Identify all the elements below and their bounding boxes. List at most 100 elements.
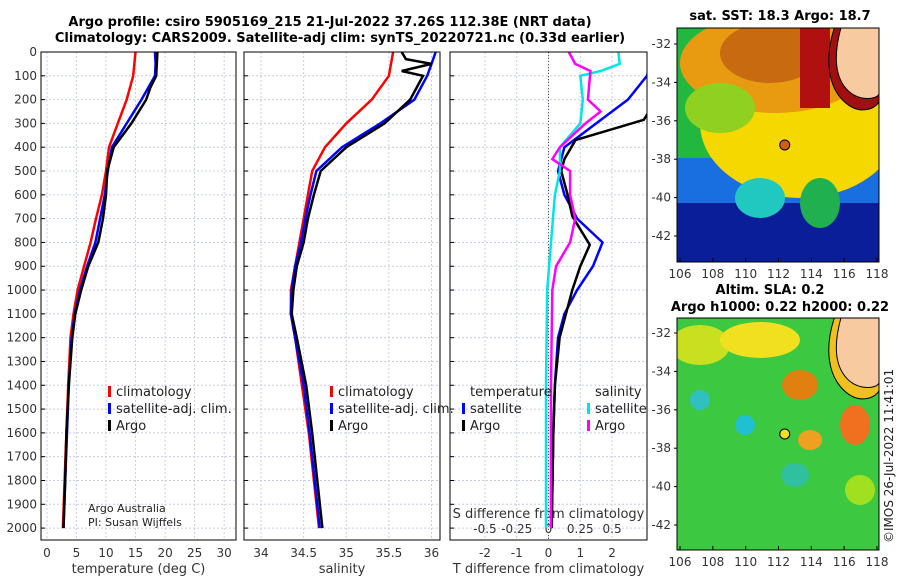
profile-panel-3: -2 -1 0 1 2 -0.5 -0.25 0 0.25 0.5S difference fro… [449, 51, 648, 577]
lat-tick-label: -34 [651, 364, 671, 378]
legend-label: climatology [338, 385, 414, 400]
legend-swatch [108, 386, 111, 397]
legend-label: Argo [116, 419, 146, 434]
x2-tick-label: -0.5 [473, 522, 496, 536]
legend-label: satellite [595, 402, 647, 417]
x2-tick-label: 0.5 [603, 522, 622, 536]
legend-swatch [462, 420, 465, 431]
series-line-argo [290, 52, 432, 529]
x-tick-label: 5 [73, 546, 81, 560]
lon-tick-label: 106 [669, 267, 692, 281]
y-tick-label: 300 [14, 116, 37, 130]
y-tick-label: 2000 [6, 521, 37, 535]
lon-tick-label: 114 [800, 555, 823, 569]
lat-tick-label: -42 [651, 518, 671, 532]
lat-tick-label: -36 [651, 403, 671, 417]
argo-float-marker [779, 428, 791, 440]
x-tick-label: -2 [479, 546, 491, 560]
x2-tick-label: 0.25 [567, 522, 594, 536]
y-tick-label: 1500 [6, 402, 37, 416]
y-tick-label: 1300 [6, 354, 37, 368]
x-tick-label: 35 [339, 546, 354, 560]
lat-tick-label: -40 [651, 191, 671, 205]
x-tick-label: 0 [545, 546, 553, 560]
legend-label: climatology [116, 385, 192, 400]
series-line-argo [62, 52, 159, 529]
series-line-satellite-adj-clim- [289, 52, 437, 529]
lon-tick-label: 114 [800, 267, 823, 281]
lon-tick-label: 112 [767, 555, 790, 569]
argo-float-marker [779, 139, 791, 151]
y-tick-label: 1600 [6, 426, 37, 440]
y-tick-label: 1100 [6, 307, 37, 321]
series-line-climatology [289, 52, 395, 529]
x2-tick-label: 0 [545, 522, 553, 536]
legend-title-salinity: salinity [595, 385, 642, 400]
x2-axis-label: S difference from climatology [453, 507, 645, 522]
y-tick-label: 800 [14, 235, 37, 249]
axes-frame [449, 51, 648, 541]
title-line-1: Argo profile: csiro 5905169_215 21-Jul-2… [68, 15, 592, 30]
x-tick-label: 2 [608, 546, 616, 560]
profile-panel-2: 34 34.5 35 35.5 36 salinity climatology satelli… [243, 51, 454, 577]
x-tick-label: 34 [253, 546, 268, 560]
x-tick-label: 34.5 [290, 546, 317, 560]
legend-swatch [108, 420, 111, 431]
x-axis-label: T difference from climatology [452, 562, 645, 577]
lat-tick-label: -38 [651, 441, 671, 455]
y-tick-label: 100 [14, 69, 37, 83]
axes-frame [40, 51, 237, 541]
x-tick-label: 36 [424, 546, 439, 560]
lon-tick-label: 118 [866, 267, 889, 281]
title-line-2: Climatology: CARS2009. Satellite-adj cli… [54, 31, 626, 46]
x2-tick-label: -0.25 [501, 522, 532, 536]
y-tick-label: 1200 [6, 331, 37, 345]
lon-tick-label: 106 [669, 555, 692, 569]
y-tick-label: 600 [14, 188, 37, 202]
lat-tick-label: -32 [651, 326, 671, 340]
y-tick-label: 700 [14, 212, 37, 226]
legend-swatch [330, 420, 333, 431]
x-tick-label: 25 [187, 546, 202, 560]
legend-swatch [108, 403, 111, 414]
pi-text: PI: Susan Wijffels [88, 516, 182, 529]
x-tick-label: 1 [576, 546, 584, 560]
y-tick-label: 1800 [6, 473, 37, 487]
sst-map: 106 108 110 112 114 116 118 -32 -34 -36 -38 -40 -42 [651, 27, 889, 281]
land-australia [835, 28, 879, 99]
legend-title-temperature: temperature [470, 385, 552, 400]
lon-tick-label: 112 [767, 267, 790, 281]
y-tick-label: 1900 [6, 497, 37, 511]
lat-tick-label: -32 [651, 37, 671, 51]
y-tick-label: 0 [29, 45, 37, 59]
legend-swatch [330, 386, 333, 397]
y-tick-label: 1000 [6, 283, 37, 297]
sst-title: sat. SST: 18.3 Argo: 18.7 [689, 9, 871, 24]
lon-tick-label: 116 [833, 555, 856, 569]
legend-label: Argo [595, 419, 625, 434]
lon-tick-label: 110 [734, 267, 757, 281]
y-tick-label: 400 [14, 140, 37, 154]
series-line-t-argo [550, 112, 647, 529]
axes-frame [243, 51, 441, 541]
credit-text: Argo Australia [88, 502, 166, 515]
x-tick-label: 10 [98, 546, 113, 560]
lon-tick-label: 116 [833, 267, 856, 281]
legend-label: Argo [470, 419, 500, 434]
series-line-s-argo [549, 52, 603, 529]
sla-map: 106 108 110 112 114 116 118 -32 -34 -36 -38 -40 -42 [651, 317, 888, 569]
legend-label: Argo [338, 419, 368, 434]
sla-field [677, 318, 879, 550]
legend-swatch [330, 403, 333, 414]
profile-panel-1: 0100200300400500600700800900100011001200… [6, 45, 237, 577]
x-tick-label: 0 [43, 546, 51, 560]
y-tick-label: 1700 [6, 450, 37, 464]
sla-title-2: Argo h1000: 0.22 h2000: 0.22 [670, 300, 890, 315]
legend-swatch [587, 420, 590, 431]
lat-tick-label: -38 [651, 152, 671, 166]
x-tick-label: -1 [511, 546, 523, 560]
lon-tick-label: 108 [701, 267, 724, 281]
lat-tick-label: -42 [651, 229, 671, 243]
x-tick-label: 20 [157, 546, 172, 560]
